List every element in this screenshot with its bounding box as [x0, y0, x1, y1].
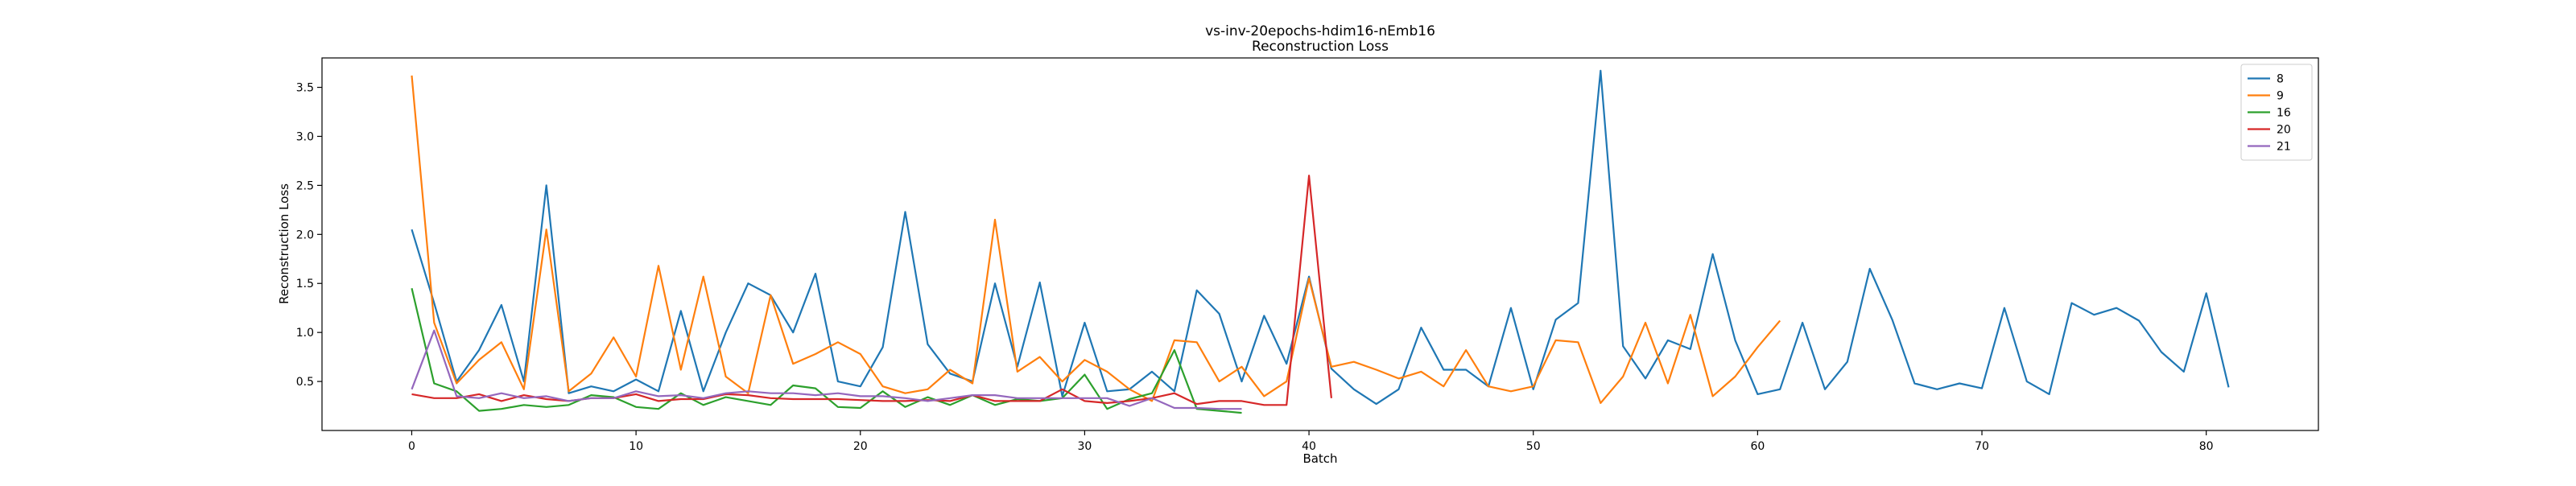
series-layer [411, 69, 2230, 414]
y-tick-label: 0.5 [296, 376, 314, 389]
x-tick-label: 70 [1975, 440, 1989, 453]
y-tick-label: 1.5 [296, 278, 314, 290]
series-line-9 [411, 75, 1781, 404]
y-tick-label: 3.0 [296, 130, 314, 143]
legend: 8 9 16 20 21 [2240, 64, 2313, 161]
y-tick-label: 2.5 [296, 179, 314, 192]
series-line-21 [411, 329, 1242, 410]
legend-label-20: 20 [2277, 124, 2291, 137]
x-axis-ticks: 0 10 20 30 40 50 60 70 80 [408, 430, 2214, 453]
chart-subtitle: Reconstruction Loss [1252, 39, 1389, 55]
legend-label-21: 21 [2277, 141, 2291, 154]
plot-frame [321, 57, 2319, 431]
y-axis-label: Reconstruction Loss [277, 183, 291, 304]
x-tick-label: 0 [408, 440, 415, 453]
chart-title: vs-inv-20epochs-hdim16-nEmb16 [1205, 23, 1435, 39]
y-tick-label: 2.0 [296, 229, 314, 241]
legend-label-16: 16 [2277, 107, 2291, 120]
y-axis-ticks: 0.5 1.0 1.5 2.0 2.5 3.0 3.5 [296, 82, 322, 389]
x-tick-label: 60 [1750, 440, 1765, 453]
y-tick-label: 3.5 [296, 82, 314, 95]
x-tick-label: 80 [2199, 440, 2214, 453]
x-tick-label: 40 [1302, 440, 1316, 453]
legend-label-9: 9 [2277, 90, 2284, 103]
y-tick-label: 1.0 [296, 327, 314, 340]
x-tick-label: 50 [1526, 440, 1541, 453]
x-axis-label: Batch [1302, 451, 1337, 466]
x-tick-label: 10 [629, 440, 643, 453]
legend-box [2240, 64, 2313, 161]
legend-label-8: 8 [2277, 73, 2284, 86]
x-tick-label: 30 [1078, 440, 1092, 453]
x-tick-label: 20 [853, 440, 868, 453]
